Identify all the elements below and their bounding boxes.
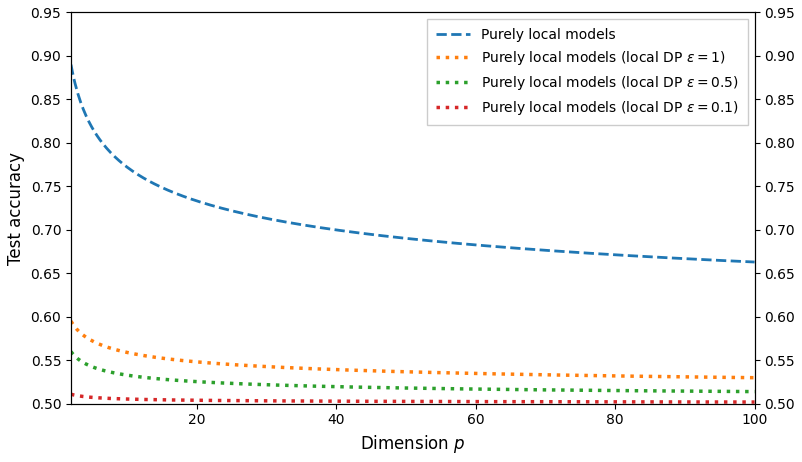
- Purely local models: [473, 243, 483, 248]
- Purely local models: [391, 235, 400, 240]
- Purely local models (local DP $\varepsilon = 1$): [473, 371, 483, 376]
- Line: Purely local models: Purely local models: [71, 65, 755, 262]
- Purely local models (local DP $\varepsilon = 1$): [395, 369, 404, 374]
- Purely local models (local DP $\varepsilon = 1$): [391, 369, 400, 374]
- Purely local models (local DP $\varepsilon = 0.5$): [66, 349, 75, 354]
- Purely local models: [750, 259, 759, 265]
- Purely local models (local DP $\varepsilon = 0.1$): [395, 399, 404, 404]
- Purely local models (local DP $\varepsilon = 0.1$): [473, 399, 483, 404]
- Purely local models: [436, 239, 446, 244]
- Purely local models (local DP $\varepsilon = 0.1$): [733, 399, 743, 405]
- Purely local models (local DP $\varepsilon = 0.5$): [750, 389, 759, 395]
- Purely local models (local DP $\varepsilon = 0.5$): [626, 388, 636, 394]
- Purely local models (local DP $\varepsilon = 1$): [750, 375, 759, 381]
- Purely local models (local DP $\varepsilon = 0.5$): [473, 386, 483, 392]
- Purely local models (local DP $\varepsilon = 0.1$): [750, 399, 759, 405]
- Purely local models (local DP $\varepsilon = 0.5$): [436, 386, 446, 391]
- Purely local models (local DP $\varepsilon = 0.1$): [626, 399, 636, 405]
- Purely local models (local DP $\varepsilon = 0.1$): [391, 399, 400, 404]
- Purely local models: [626, 253, 636, 259]
- Purely local models (local DP $\varepsilon = 0.1$): [436, 399, 446, 404]
- Purely local models: [395, 235, 404, 240]
- Purely local models: [66, 62, 75, 67]
- Purely local models (local DP $\varepsilon = 0.5$): [395, 385, 404, 391]
- Line: Purely local models (local DP $\varepsilon = 1$): Purely local models (local DP $\varepsil…: [71, 321, 755, 378]
- X-axis label: Dimension $p$: Dimension $p$: [360, 433, 465, 455]
- Legend: Purely local models, Purely local models (local DP $\varepsilon = 1$), Purely lo: Purely local models, Purely local models…: [427, 19, 747, 125]
- Purely local models (local DP $\varepsilon = 1$): [626, 373, 636, 379]
- Purely local models (local DP $\varepsilon = 1$): [66, 318, 75, 324]
- Purely local models (local DP $\varepsilon = 1$): [733, 375, 743, 380]
- Purely local models (local DP $\varepsilon = 0.1$): [66, 391, 75, 397]
- Purely local models (local DP $\varepsilon = 0.5$): [733, 389, 743, 394]
- Purely local models: [733, 259, 743, 264]
- Line: Purely local models (local DP $\varepsilon = 0.1$): Purely local models (local DP $\varepsil…: [71, 394, 755, 402]
- Line: Purely local models (local DP $\varepsilon = 0.5$): Purely local models (local DP $\varepsil…: [71, 352, 755, 392]
- Y-axis label: Test accuracy: Test accuracy: [7, 152, 25, 265]
- Purely local models (local DP $\varepsilon = 0.5$): [391, 385, 400, 390]
- Purely local models (local DP $\varepsilon = 1$): [436, 370, 446, 376]
